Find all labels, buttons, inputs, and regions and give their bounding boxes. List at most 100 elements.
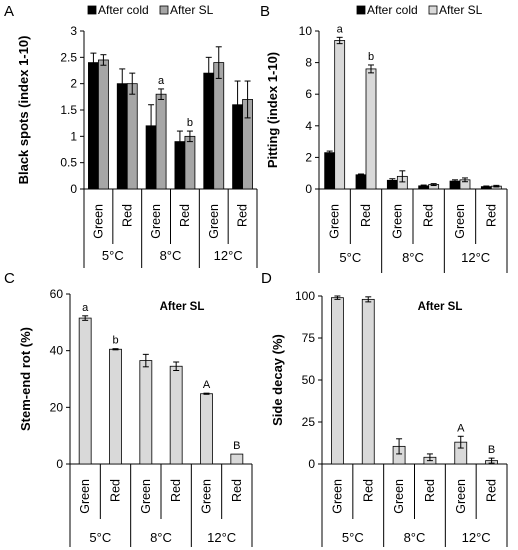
category-label: Green	[139, 479, 153, 514]
category-label: Red	[120, 204, 134, 227]
category-label: Red	[178, 204, 192, 227]
group-label: 8°C	[150, 530, 172, 545]
bar-after-sl	[200, 393, 213, 465]
group-label: 12°C	[462, 530, 491, 545]
group-label: 8°C	[402, 250, 424, 265]
bar-after-sl	[334, 40, 346, 190]
category-label: Green	[392, 479, 406, 514]
category-label: Green	[149, 204, 163, 239]
category-label: Green	[91, 204, 105, 239]
bar-after-cold	[355, 174, 367, 190]
panel-letter: A	[4, 3, 14, 20]
significance-label: A	[203, 379, 211, 391]
group-label: 5°C	[89, 530, 111, 545]
bar-after-sl	[361, 298, 375, 465]
bar-after-cold	[324, 152, 336, 190]
legend: After cold After SL	[87, 3, 214, 17]
significance-label: b	[368, 51, 374, 63]
chart-title: After SL	[418, 301, 463, 313]
category-label: Red	[485, 479, 499, 502]
y-tick-label: 25	[302, 415, 316, 429]
y-tick-label: 0	[308, 457, 315, 471]
y-tick-label: 0.5	[60, 156, 77, 170]
y-tick-label: 50	[302, 373, 316, 387]
group-label: 8°C	[404, 530, 426, 545]
category-label: Red	[230, 479, 244, 502]
category-label: Red	[484, 204, 498, 227]
y-tick-label: 10	[299, 24, 313, 38]
y-tick-label: 0	[70, 182, 77, 196]
panel-letter: D	[261, 270, 272, 287]
significance-label: a	[158, 75, 165, 87]
y-tick-label: 75	[302, 331, 316, 345]
panel-letter: B	[260, 3, 270, 20]
y-tick-label: 2	[305, 150, 312, 164]
legend: After cold After SL	[356, 3, 483, 17]
group-label: 12°C	[207, 530, 236, 545]
y-tick-label: 1.5	[60, 103, 77, 117]
bar-after-sl	[155, 93, 167, 190]
bar-after-sl	[184, 135, 196, 190]
bar-after-sl	[213, 62, 225, 190]
panel-b: B 0 2 4 6 8 10 Pitting (index 1-10) Green Red Gree…	[260, 3, 508, 273]
bar-after-sl	[331, 297, 344, 465]
category-label: Red	[422, 204, 436, 227]
y-tick-label: 20	[50, 400, 64, 414]
group-label: 5°C	[339, 250, 361, 265]
significance-label: b	[112, 335, 118, 347]
y-tick-label: 0	[56, 457, 63, 471]
legend-swatch	[159, 5, 169, 15]
bar-after-sl	[230, 453, 244, 465]
category-label: Red	[423, 479, 437, 502]
category-label: Green	[328, 204, 342, 239]
bar-after-sl	[109, 348, 122, 465]
category-label: Red	[361, 479, 375, 502]
significance-label: b	[187, 117, 193, 129]
category-label: Green	[454, 479, 468, 514]
bar-after-sl	[139, 360, 153, 465]
legend-label: After SL	[170, 3, 214, 17]
bar-after-cold	[116, 83, 128, 190]
y-axis-title: Side decay (%)	[270, 334, 285, 426]
bar-after-cold	[203, 72, 215, 190]
significance-label: B	[233, 440, 240, 452]
legend-swatch	[87, 5, 97, 15]
y-tick-label: 60	[50, 287, 64, 301]
panel-a: A 0 0.5 1 1.5 2 2.5 3 Black spots (index 1-10) Gr…	[4, 3, 258, 268]
category-label: Green	[390, 204, 404, 239]
y-tick-label: 40	[50, 344, 64, 358]
y-tick-label: 2.5	[60, 50, 77, 64]
bar-after-sl	[98, 59, 109, 190]
legend-label: After SL	[439, 3, 483, 17]
category-label: Red	[236, 204, 250, 227]
y-axis-title: Stem-end rot (%)	[18, 327, 33, 431]
bar-after-sl	[126, 83, 138, 190]
significance-label: a	[337, 23, 344, 35]
y-tick-label: 6	[305, 87, 312, 101]
y-axis-title: Black spots (index 1-10)	[16, 36, 31, 185]
category-label: Red	[109, 479, 123, 502]
legend-swatch	[356, 5, 366, 15]
group-label: 12°C	[461, 250, 490, 265]
chart-title: After SL	[160, 301, 205, 313]
category-label: Green	[453, 204, 467, 239]
y-tick-label: 4	[305, 119, 312, 133]
legend-swatch	[428, 5, 438, 15]
significance-label: A	[457, 422, 465, 434]
bar-after-sl	[365, 68, 377, 190]
bar-after-sl	[169, 365, 183, 465]
bar-after-cold	[88, 62, 99, 190]
legend-label: After cold	[98, 3, 149, 17]
panel-letter: C	[4, 270, 15, 287]
y-tick-label: 2	[70, 77, 77, 91]
group-label: 5°C	[342, 530, 364, 545]
category-label: Green	[78, 479, 92, 514]
legend-label: After cold	[367, 3, 418, 17]
category-label: Green	[200, 479, 214, 514]
category-label: Green	[330, 479, 344, 514]
y-axis-title: Pitting (index 1-10)	[265, 52, 280, 168]
group-label: 8°C	[160, 248, 182, 263]
y-tick-label: 1	[70, 129, 77, 143]
bar-after-sl	[78, 317, 92, 465]
